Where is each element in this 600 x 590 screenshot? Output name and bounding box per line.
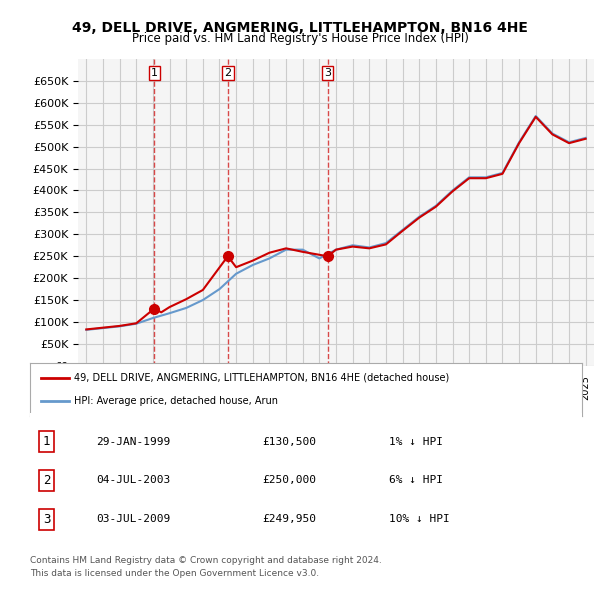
Text: 2: 2 — [43, 474, 50, 487]
Text: This data is licensed under the Open Government Licence v3.0.: This data is licensed under the Open Gov… — [30, 569, 319, 578]
Text: £130,500: £130,500 — [262, 437, 316, 447]
Text: 2: 2 — [224, 68, 232, 78]
Text: £249,950: £249,950 — [262, 514, 316, 525]
Text: HPI: Average price, detached house, Arun: HPI: Average price, detached house, Arun — [74, 396, 278, 406]
Text: 1: 1 — [43, 435, 50, 448]
Text: 04-JUL-2003: 04-JUL-2003 — [96, 476, 170, 486]
Text: 1: 1 — [151, 68, 158, 78]
Text: 6% ↓ HPI: 6% ↓ HPI — [389, 476, 443, 486]
Text: 10% ↓ HPI: 10% ↓ HPI — [389, 514, 449, 525]
Text: 3: 3 — [43, 513, 50, 526]
Text: Price paid vs. HM Land Registry's House Price Index (HPI): Price paid vs. HM Land Registry's House … — [131, 32, 469, 45]
Text: 3: 3 — [324, 68, 331, 78]
Text: £250,000: £250,000 — [262, 476, 316, 486]
Text: 49, DELL DRIVE, ANGMERING, LITTLEHAMPTON, BN16 4HE (detached house): 49, DELL DRIVE, ANGMERING, LITTLEHAMPTON… — [74, 373, 449, 383]
Text: 29-JAN-1999: 29-JAN-1999 — [96, 437, 170, 447]
Text: Contains HM Land Registry data © Crown copyright and database right 2024.: Contains HM Land Registry data © Crown c… — [30, 556, 382, 565]
Text: 49, DELL DRIVE, ANGMERING, LITTLEHAMPTON, BN16 4HE: 49, DELL DRIVE, ANGMERING, LITTLEHAMPTON… — [72, 21, 528, 35]
Text: 1% ↓ HPI: 1% ↓ HPI — [389, 437, 443, 447]
Text: 03-JUL-2009: 03-JUL-2009 — [96, 514, 170, 525]
